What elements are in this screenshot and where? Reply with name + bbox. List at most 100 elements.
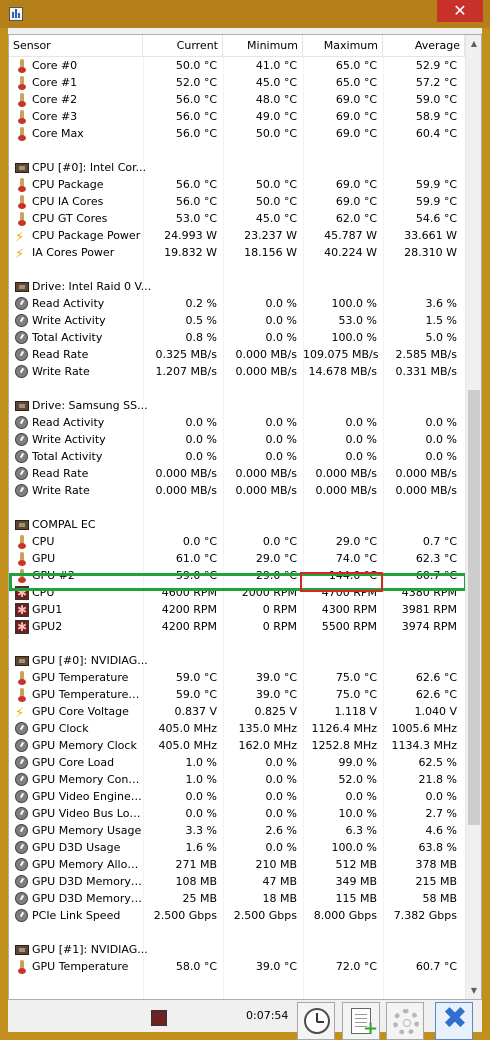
average-value: 0.331 MB/s [395,365,457,378]
group-header-row[interactable]: Drive: Samsung SS... [9,397,465,414]
sensor-row[interactable]: Core #0 50.0 °C 41.0 °C 65.0 °C 52.9 °C [9,57,465,74]
group-label: CPU [#0]: Intel Cor... [32,161,147,174]
sensor-row[interactable]: CPU IA Cores 56.0 °C 50.0 °C 69.0 °C 59.9 °C [9,193,465,210]
sensor-row[interactable]: Write Activity 0.5 % 0.0 % 53.0 % 1.5 % [9,312,465,329]
scroll-down-arrow-icon[interactable]: ▼ [470,986,478,995]
sensor-row[interactable]: CPU 0.0 °C 0.0 °C 29.0 °C 0.7 °C [9,533,465,550]
sensor-row[interactable]: GPU Memory Usage 3.3 % 2.6 % 6.3 % 4.6 % [9,822,465,839]
sensor-row[interactable]: Read Rate 0.325 MB/s 0.000 MB/s 109.075 MB/… [9,346,465,363]
sensor-row[interactable]: Read Activity 0.0 % 0.0 % 0.0 % 0.0 % [9,414,465,431]
current-value: 24.993 W [164,229,217,242]
bottom-toolbar: 0:07:54 + ✖ [8,1000,482,1040]
sensor-row[interactable]: ⚡ GPU Core Voltage 0.837 V 0.825 V 1.118 V 1.… [9,703,465,721]
sensor-row[interactable]: GPU Temperature 59.0 °C 39.0 °C 75.0 °C 62.6… [9,669,465,686]
sensor-row[interactable]: CPU Package 56.0 °C 50.0 °C 69.0 °C 59.9 °C [9,176,465,193]
group-header-row[interactable]: GPU [#1]: NVIDIAG... [9,941,465,958]
column-header-maximum[interactable]: Maximum [303,35,383,57]
sensor-row[interactable]: Write Activity 0.0 % 0.0 % 0.0 % 0.0 % [9,431,465,448]
sensor-row[interactable]: CPU GT Cores 53.0 °C 45.0 °C 62.0 °C 54.6 °C [9,210,465,227]
thermometer-icon [15,960,29,974]
sensor-row[interactable]: Total Activity 0.8 % 0.0 % 100.0 % 5.0 % [9,329,465,346]
sensor-row[interactable]: GPU Core Load 1.0 % 0.0 % 99.0 % 62.5 % [9,754,465,771]
sensor-label: Write Activity [32,433,106,446]
sensor-row[interactable]: Write Rate 0.000 MB/s 0.000 MB/s 0.000 MB/s… [9,482,465,499]
maximum-value: 1252.8 MHz [311,739,377,752]
current-value: 58.0 °C [175,960,217,973]
sensor-label: GPU D3D Memory D... [32,892,142,905]
minimum-value: 50.0 °C [255,178,297,191]
sensor-row[interactable]: GPU Memory Clock 405.0 MHz 162.0 MHz 1252.8… [9,737,465,754]
average-value: 60.7 °C [415,960,457,973]
sensor-row[interactable]: Core #1 52.0 °C 45.0 °C 65.0 °C 57.2 °C [9,74,465,91]
sensor-row[interactable]: Core Max 56.0 °C 50.0 °C 69.0 °C 60.4 °C [9,125,465,142]
sensor-row[interactable]: Read Activity 0.2 % 0.0 % 100.0 % 3.6 % [9,295,465,312]
sensor-row[interactable]: GPU2 4200 RPM 0 RPM 5500 RPM 3974 RPM [9,618,465,636]
sensor-row[interactable]: GPU Memory Allocated 271 MB 210 MB 512 MB 37… [9,856,465,873]
group-header-row[interactable]: COMPAL EC [9,516,465,533]
sensor-row[interactable]: Core #3 56.0 °C 49.0 °C 69.0 °C 58.9 °C [9,108,465,125]
sensor-label: GPU Temperature [32,671,129,684]
current-value: 4200 RPM [161,620,217,633]
maximum-value: 69.0 °C [335,178,377,191]
close-sensors-button[interactable]: ✖ [435,1002,473,1040]
chip-icon [15,280,29,294]
sensor-row[interactable]: GPU Video Bus Load 0.0 % 0.0 % 10.0 % 2.7 % [9,805,465,822]
sensor-row[interactable]: Read Rate 0.000 MB/s 0.000 MB/s 0.000 MB/s 0… [9,465,465,482]
sensor-row[interactable]: Write Rate 1.207 MB/s 0.000 MB/s 14.678 MB/… [9,363,465,380]
average-value: 59.9 °C [415,178,457,191]
sensor-label: GPU Temperature [32,960,129,973]
sensor-row[interactable]: GPU Clock 405.0 MHz 135.0 MHz 1126.4 MHz 100… [9,720,465,737]
current-value: 2.500 Gbps [153,909,217,922]
sensor-label: CPU Package [32,178,104,191]
sensor-row[interactable]: GPU D3D Memory D... 25 MB 18 MB 115 MB 58 MB [9,890,465,907]
minimum-value: 49.0 °C [255,110,297,123]
minimum-value: 48.0 °C [255,93,297,106]
minimum-value: 0.0 °C [262,535,297,548]
vertical-scrollbar[interactable]: ▲ ▼ [465,35,481,999]
scroll-up-arrow-icon[interactable]: ▲ [470,39,478,48]
column-header-average[interactable]: Average [383,35,465,57]
minimum-value: 2.6 % [265,824,297,837]
report-add-button[interactable]: + [342,1002,380,1040]
sensor-row[interactable]: GPU D3D Memory D... 108 MB 47 MB 349 MB 215 … [9,873,465,890]
average-value: 62.3 °C [415,552,457,565]
minimum-value: 39.0 °C [255,688,297,701]
group-header-row[interactable]: CPU [#0]: Intel Cor... [9,159,465,176]
sensor-label: GPU2 [32,620,63,633]
column-header-sensor[interactable]: Sensor [9,35,143,57]
sensor-row[interactable]: GPU Temperature 58.0 °C 39.0 °C 72.0 °C 60.7… [9,958,465,975]
current-value: 0.0 % [185,433,217,446]
minimum-value: 47 MB [262,875,297,888]
thermometer-icon [15,59,29,73]
sensor-row[interactable]: Total Activity 0.0 % 0.0 % 0.0 % 0.0 % [9,448,465,465]
sensor-row[interactable]: Core #2 56.0 °C 48.0 °C 69.0 °C 59.0 °C [9,91,465,108]
minimum-value: 135.0 MHz [238,722,297,735]
average-value: 0.0 % [425,450,457,463]
gauge-icon [15,416,29,430]
group-header-row[interactable]: Drive: Intel Raid 0 V... [9,278,465,295]
sensor-row[interactable]: GPU 61.0 °C 29.0 °C 74.0 °C 62.3 °C [9,550,465,567]
sensor-row[interactable]: GPU Temperature (... 59.0 °C 39.0 °C 75.0 °… [9,686,465,703]
sensor-row[interactable]: ⚡ CPU Package Power 24.993 W 23.237 W 45.787… [9,227,465,245]
sensor-row[interactable]: PCIe Link Speed 2.500 Gbps 2.500 Gbps 8.000… [9,907,465,924]
sensor-row[interactable]: GPU Video Engine L... 0.0 % 0.0 % 0.0 % 0.0 … [9,788,465,805]
column-header-minimum[interactable]: Minimum [223,35,303,57]
sensor-label: Write Rate [32,365,90,378]
sensor-row[interactable]: GPU D3D Usage 1.6 % 0.0 % 100.0 % 63.8 % [9,839,465,856]
sensor-row[interactable]: GPU Memory Contr... 1.0 % 0.0 % 52.0 % 21.8 … [9,771,465,788]
sensor-status-icon[interactable] [151,1010,167,1026]
maximum-value: 0.000 MB/s [315,484,377,497]
thermometer-icon [15,110,29,124]
settings-button[interactable] [386,1002,424,1040]
sensor-row[interactable]: GPU1 4200 RPM 0 RPM 4300 RPM 3981 RPM [9,601,465,619]
clock-button[interactable] [297,1002,335,1040]
current-value: 1.0 % [185,756,217,769]
column-header-current[interactable]: Current [143,35,223,57]
plus-icon: + [363,1018,379,1039]
window-close-button[interactable]: ✕ [437,0,483,22]
current-value: 56.0 °C [175,127,217,140]
sensor-row[interactable]: ⚡ IA Cores Power 19.832 W 18.156 W 40.224 W 2… [9,244,465,262]
scrollbar-thumb[interactable] [468,390,480,825]
group-header-row[interactable]: GPU [#0]: NVIDIAG... [9,652,465,669]
maximum-value: 72.0 °C [335,960,377,973]
